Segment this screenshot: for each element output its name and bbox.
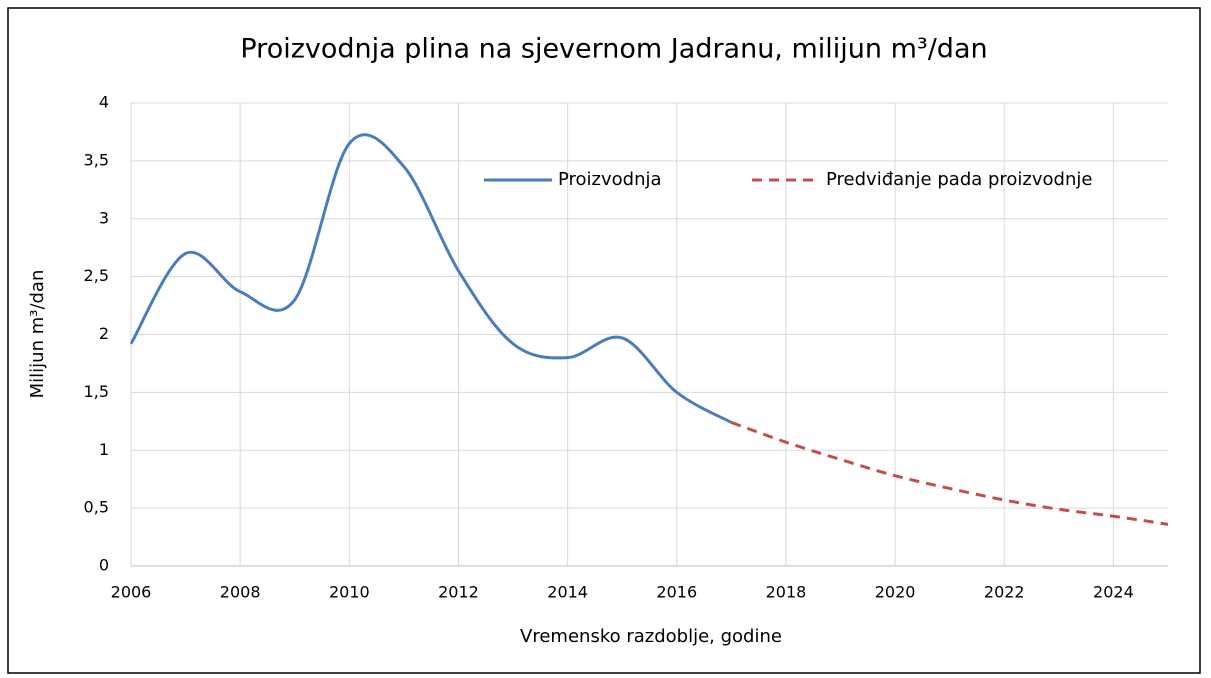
y-tick-label: 0 (99, 556, 109, 575)
x-tick-label: 2012 (438, 583, 479, 602)
y-tick-label: 4 (99, 93, 109, 112)
x-tick-label: 2024 (1093, 583, 1134, 602)
y-tick-label: 0,5 (84, 498, 109, 517)
y-tick-label: 2,5 (84, 266, 109, 285)
y-tick-label: 3,5 (84, 150, 109, 169)
y-tick-label: 1 (99, 440, 109, 459)
y-tick-label: 2 (99, 324, 109, 343)
x-tick-label: 2016 (656, 583, 697, 602)
chart-title: Proizvodnja plina na sjevernom Jadranu, … (240, 34, 987, 65)
legend-label: Predviđanje pada proizvodnje (826, 169, 1092, 190)
x-axis-label: Vremensko razdoblje, godine (520, 626, 782, 647)
series-line (129, 133, 733, 424)
x-tick-label: 2014 (547, 583, 588, 602)
x-tick-label: 2018 (766, 583, 807, 602)
x-tick-label: 2022 (984, 583, 1025, 602)
series-line (730, 421, 1169, 526)
y-axis-label: Milijun m³/dan (27, 270, 48, 399)
x-tick-label: 2020 (875, 583, 916, 602)
x-tick-label: 2006 (111, 583, 152, 602)
legend-label: Proizvodnja (558, 169, 662, 190)
y-tick-label: 1,5 (84, 382, 109, 401)
x-tick-label: 2008 (220, 583, 261, 602)
x-tick-label: 2010 (329, 583, 370, 602)
y-tick-label: 3 (99, 208, 109, 227)
